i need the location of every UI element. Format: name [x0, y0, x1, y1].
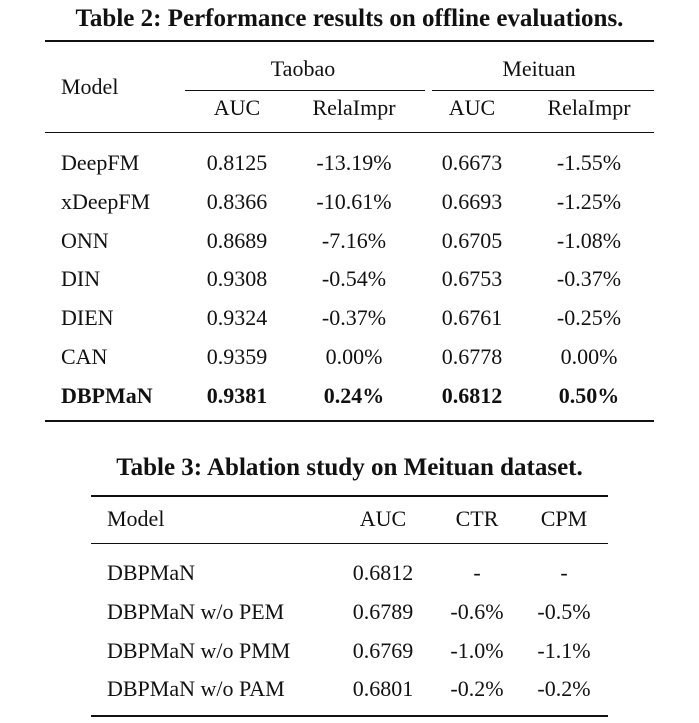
- table2-row-2-relaimpr-taobao: -7.16%: [321, 228, 387, 253]
- table2-row-5-model: CAN: [61, 344, 108, 369]
- table2-row-2-relaimpr-meituan: -1.08%: [556, 228, 622, 253]
- table3-row-1-auc: 0.6789: [352, 599, 414, 624]
- table3-row-2-ctr: -1.0%: [450, 638, 504, 663]
- table2-row-6-relaimpr-meituan: 0.50%: [558, 383, 620, 408]
- table3-row-3-cpm: -0.2%: [537, 676, 591, 701]
- table3-row-2-auc: 0.6769: [352, 638, 414, 663]
- table2-row-0-relaimpr-meituan: -1.55%: [556, 150, 622, 175]
- table3-row-3-ctr: -0.2%: [450, 676, 504, 701]
- table3-header-rule: [91, 543, 608, 544]
- table2-row-4-relaimpr-meituan: -0.25%: [556, 305, 622, 330]
- table2-header-meituan: Meituan: [502, 56, 576, 81]
- table2-header-taobao: Taobao: [270, 56, 336, 81]
- table3-header-ctr: CTR: [455, 506, 499, 531]
- table3-row-1-cpm: -0.5%: [537, 599, 591, 624]
- table2-row-1-relaimpr-meituan: -1.25%: [556, 189, 622, 214]
- table2-row-0-relaimpr-taobao: -13.19%: [316, 150, 392, 175]
- table2-row-0-model: DeepFM: [61, 150, 140, 175]
- table2-row-5-auc-meituan: 0.6778: [441, 344, 503, 369]
- table2-row-0-auc-taobao: 0.8125: [206, 150, 268, 175]
- table2-row-0-auc-meituan: 0.6673: [441, 150, 503, 175]
- table3-row-3-model: DBPMaN w/o PAM: [107, 676, 285, 701]
- table2-row-4-relaimpr-taobao: -0.37%: [321, 305, 387, 330]
- table3-caption: Table 3: Ablation study on Meituan datas…: [116, 454, 583, 481]
- table3-row-1-ctr: -0.6%: [450, 599, 504, 624]
- table2-row-4-model: DIEN: [61, 305, 114, 330]
- table2-row-6-relaimpr-taobao: 0.24%: [323, 383, 385, 408]
- table3-row-1-model: DBPMaN w/o PEM: [107, 599, 285, 624]
- table3-row-2-cpm: -1.1%: [537, 638, 591, 663]
- table3-row-0-model: DBPMaN: [107, 560, 196, 585]
- table2-row-5-relaimpr-taobao: 0.00%: [325, 344, 383, 369]
- table3-row-0-auc: 0.6812: [352, 560, 414, 585]
- table2-header-model: Model: [61, 74, 119, 99]
- table2-group-rule-taobao: [185, 90, 425, 91]
- table3-header-auc: AUC: [359, 506, 407, 531]
- table2-row-3-model: DIN: [61, 266, 101, 291]
- table2-caption: Table 2: Performance results on offline …: [75, 5, 624, 32]
- table2-row-1-auc-meituan: 0.6693: [441, 189, 503, 214]
- table2-row-3-auc-taobao: 0.9308: [206, 266, 268, 291]
- table2-row-1-auc-taobao: 0.8366: [206, 189, 268, 214]
- table2-row-5-relaimpr-meituan: 0.00%: [560, 344, 618, 369]
- table2-row-5-auc-taobao: 0.9359: [206, 344, 268, 369]
- table2-row-6-auc-taobao: 0.9381: [206, 383, 268, 408]
- table3-row-2-model: DBPMaN w/o PMM: [107, 638, 291, 663]
- table2-row-1-relaimpr-taobao: -10.61%: [316, 189, 392, 214]
- table3-header-model: Model: [107, 506, 165, 531]
- table2-row-2-auc-meituan: 0.6705: [441, 228, 503, 253]
- table2-row-4-auc-taobao: 0.9324: [206, 305, 268, 330]
- table2-subheader-relaimpr-taobao: RelaImpr: [312, 95, 396, 120]
- table3-header-cpm: CPM: [540, 506, 588, 531]
- table2-row-4-auc-meituan: 0.6761: [441, 305, 503, 330]
- table2-row-3-relaimpr-meituan: -0.37%: [556, 266, 622, 291]
- table2-bottom-rule: [45, 420, 654, 422]
- table2-row-3-relaimpr-taobao: -0.54%: [321, 266, 387, 291]
- table2-group-rule-meituan: [432, 90, 654, 91]
- table2-top-rule: [45, 40, 654, 42]
- table2-row-6-model: DBPMaN: [61, 383, 153, 408]
- table3-top-rule: [91, 495, 608, 497]
- table2-row-2-model: ONN: [61, 228, 109, 253]
- table3-row-3-auc: 0.6801: [352, 676, 414, 701]
- table2-row-3-auc-meituan: 0.6753: [441, 266, 503, 291]
- table2-row-1-model: xDeepFM: [61, 189, 151, 214]
- table2-header-rule: [45, 132, 654, 133]
- table2-subheader-auc-meituan: AUC: [448, 95, 496, 120]
- table2-row-2-auc-taobao: 0.8689: [206, 228, 268, 253]
- table2-subheader-auc-taobao: AUC: [213, 95, 261, 120]
- table2-subheader-relaimpr-meituan: RelaImpr: [547, 95, 631, 120]
- table3-row-0-cpm: -: [560, 560, 568, 585]
- table2-row-6-auc-meituan: 0.6812: [441, 383, 503, 408]
- table3-bottom-rule: [91, 715, 608, 717]
- table3-row-0-ctr: -: [473, 560, 481, 585]
